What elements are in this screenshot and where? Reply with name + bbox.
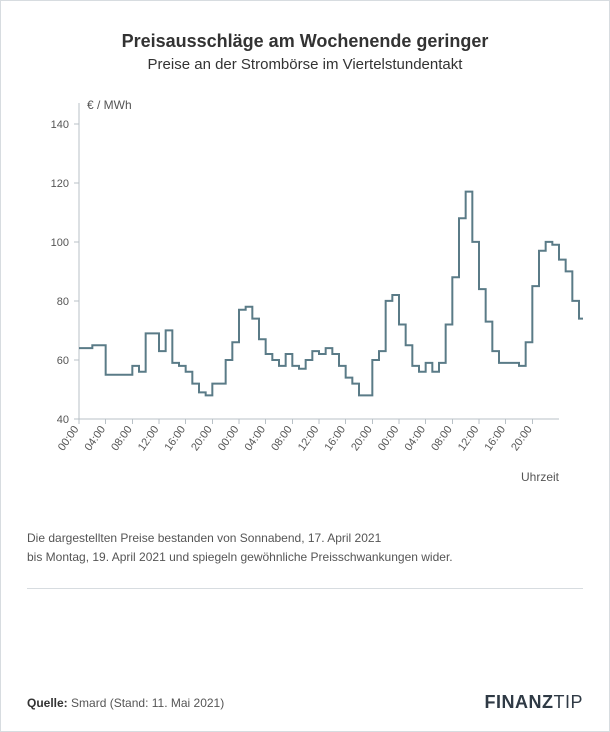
divider: [27, 588, 583, 589]
svg-text:12:00: 12:00: [296, 424, 322, 453]
footnote-line-1: Die dargestellten Preise bestanden von S…: [27, 531, 381, 545]
svg-text:20:00: 20:00: [509, 424, 535, 453]
chart-area: € / MWh40608010012014000:0004:0008:0012:…: [27, 99, 583, 509]
svg-text:04:00: 04:00: [243, 424, 269, 453]
svg-text:12:00: 12:00: [456, 424, 482, 453]
svg-text:00:00: 00:00: [216, 424, 242, 453]
chart-title: Preisausschläge am Wochenende geringer: [27, 31, 583, 52]
chart-card: Preisausschläge am Wochenende geringer P…: [0, 0, 610, 732]
svg-text:16:00: 16:00: [323, 424, 349, 453]
svg-text:€ / MWh: € / MWh: [87, 99, 132, 112]
svg-text:20:00: 20:00: [189, 424, 215, 453]
footnote-line-2: bis Montag, 19. April 2021 und spiegeln …: [27, 550, 453, 564]
chart-svg: € / MWh40608010012014000:0004:0008:0012:…: [27, 99, 583, 509]
brand-light: TIP: [553, 692, 583, 712]
svg-text:80: 80: [57, 296, 69, 308]
chart-footnote: Die dargestellten Preise bestanden von S…: [27, 529, 583, 566]
svg-text:00:00: 00:00: [376, 424, 402, 453]
svg-text:04:00: 04:00: [83, 424, 109, 453]
svg-text:16:00: 16:00: [163, 424, 189, 453]
source-text: Smard (Stand: 11. Mai 2021): [71, 696, 224, 710]
svg-text:40: 40: [57, 414, 69, 426]
svg-text:08:00: 08:00: [269, 424, 295, 453]
brand-logo: FINANZTIP: [484, 692, 583, 713]
svg-text:00:00: 00:00: [56, 424, 82, 453]
svg-text:140: 140: [51, 119, 69, 131]
svg-text:04:00: 04:00: [403, 424, 429, 453]
source: Quelle: Smard (Stand: 11. Mai 2021): [27, 696, 224, 710]
svg-text:Uhrzeit: Uhrzeit: [521, 470, 560, 484]
chart-subtitle: Preise an der Strombörse im Viertelstund…: [27, 56, 583, 73]
svg-text:60: 60: [57, 355, 69, 367]
svg-text:120: 120: [51, 178, 69, 190]
brand-bold: FINANZ: [484, 692, 553, 712]
svg-text:08:00: 08:00: [109, 424, 135, 453]
svg-text:12:00: 12:00: [136, 424, 162, 453]
source-label: Quelle:: [27, 696, 68, 710]
svg-text:08:00: 08:00: [429, 424, 455, 453]
svg-text:20:00: 20:00: [349, 424, 375, 453]
footer: Quelle: Smard (Stand: 11. Mai 2021) FINA…: [27, 692, 583, 713]
svg-text:100: 100: [51, 237, 69, 249]
svg-text:16:00: 16:00: [483, 424, 509, 453]
